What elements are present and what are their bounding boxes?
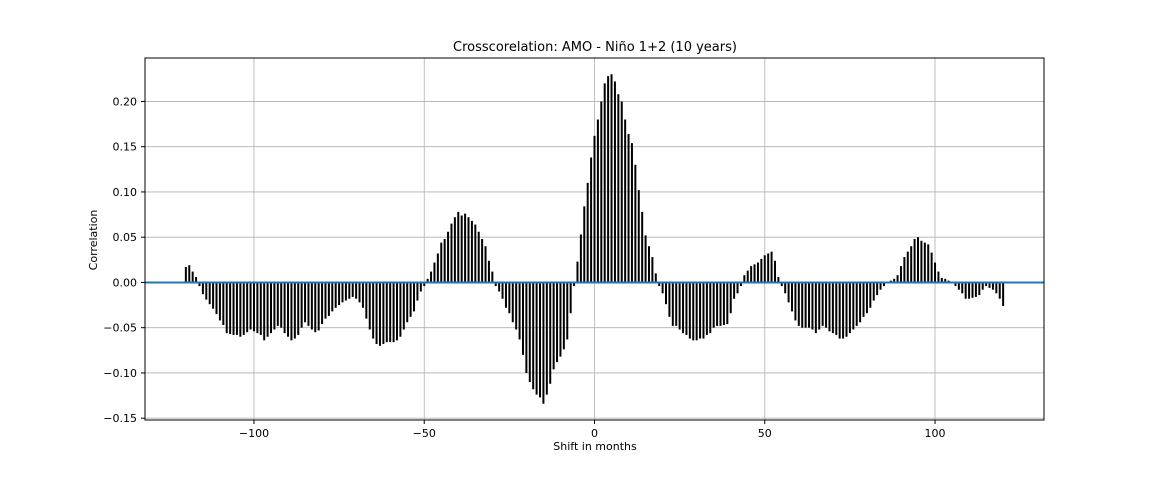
x-tick-label: 100 <box>925 427 946 440</box>
y-tick-label: −0.05 <box>103 322 137 335</box>
x-tick-label: 50 <box>758 427 772 440</box>
y-tick-label: 0.15 <box>113 141 138 154</box>
x-axis-ticks: −100 −50 0 50 100 <box>239 420 946 440</box>
y-tick-label: 0.10 <box>113 186 138 199</box>
y-axis-label: Correlation <box>87 210 100 271</box>
y-tick-label: −0.10 <box>103 367 137 380</box>
x-tick-label: −100 <box>239 427 269 440</box>
y-tick-label: −0.15 <box>103 412 137 425</box>
y-axis-ticks: −0.15 −0.10 −0.05 0.00 0.05 0.10 0.15 0.20 <box>103 95 145 425</box>
y-tick-label: 0.00 <box>113 276 138 289</box>
chart-title: Crosscorelation: AMO - Niño 1+2 (10 year… <box>453 40 737 55</box>
x-axis-label: Shift in months <box>553 440 637 453</box>
y-tick-label: 0.05 <box>113 231 138 244</box>
x-tick-label: 0 <box>591 427 598 440</box>
x-tick-label: −50 <box>413 427 436 440</box>
y-tick-label: 0.20 <box>113 95 138 108</box>
bars <box>184 74 1005 404</box>
